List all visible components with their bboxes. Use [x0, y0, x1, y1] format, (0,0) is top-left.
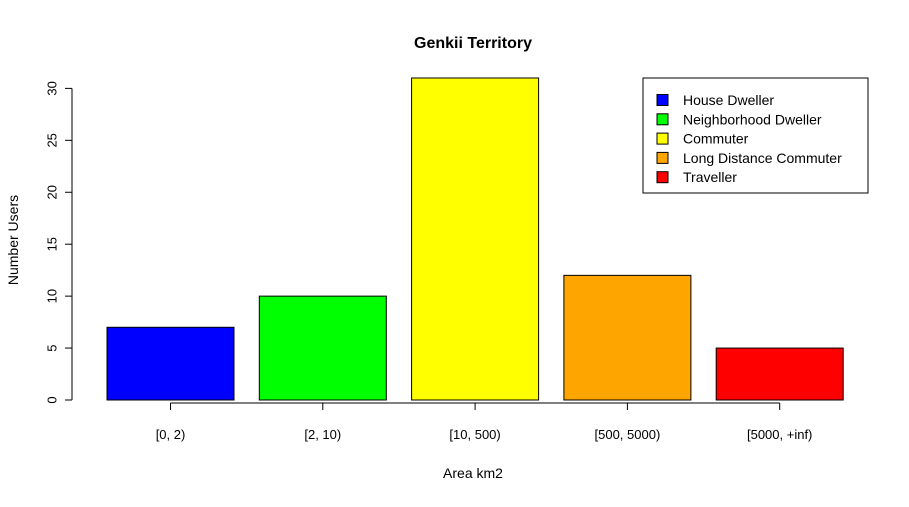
- legend-entry-1: House Dweller: [683, 92, 774, 108]
- x-tick-label-3: [10, 500): [449, 427, 500, 442]
- legend-swatch-2: [656, 113, 669, 126]
- legend-entry-2: Neighborhood Dweller: [683, 111, 822, 127]
- x-tick-label-4: [500, 5000): [595, 427, 661, 442]
- y-tick-label-20: 20: [45, 185, 60, 199]
- bar-5: [715, 347, 844, 401]
- legend-entry-4: Long Distance Commuter: [683, 150, 842, 166]
- y-tick-label-25: 25: [45, 133, 60, 147]
- bars-group: [106, 77, 844, 401]
- x-axis: [0, 2) [2, 10) [10, 500) [500, 5000) [5000, …: [156, 402, 812, 442]
- legend-swatch-4: [656, 151, 669, 164]
- legend-swatch-3: [656, 132, 669, 145]
- legend-entry-5: Traveller: [683, 169, 737, 185]
- x-tick-label-1: [0, 2): [156, 427, 186, 442]
- legend-box: [642, 77, 869, 194]
- legend-swatch-1: [656, 94, 669, 106]
- y-tick-label-30: 30: [45, 81, 60, 95]
- y-axis-label: Number Users: [5, 195, 21, 285]
- bar-2: [258, 295, 387, 401]
- legend-swatch-5: [656, 171, 669, 184]
- y-tick-label-0: 0: [45, 396, 60, 403]
- y-tick-label-10: 10: [45, 289, 60, 303]
- chart-title: Genkii Territory: [414, 35, 532, 52]
- legend: House Dweller Neighborhood Dweller Commute…: [642, 77, 869, 194]
- bar-1: [106, 326, 235, 401]
- legend-entry-3: Commuter: [683, 131, 749, 147]
- x-tick-label-5: [5000, +inf): [747, 427, 812, 442]
- y-axis: 0 5 10 15 20 25 30: [45, 81, 73, 404]
- x-axis-label: Area km2: [443, 465, 503, 481]
- x-tick-label-2: [2, 10): [304, 427, 341, 442]
- y-tick-label-15: 15: [45, 237, 60, 251]
- y-tick-label-5: 5: [45, 344, 60, 351]
- bar-4: [563, 274, 692, 401]
- bar-3: [411, 77, 540, 401]
